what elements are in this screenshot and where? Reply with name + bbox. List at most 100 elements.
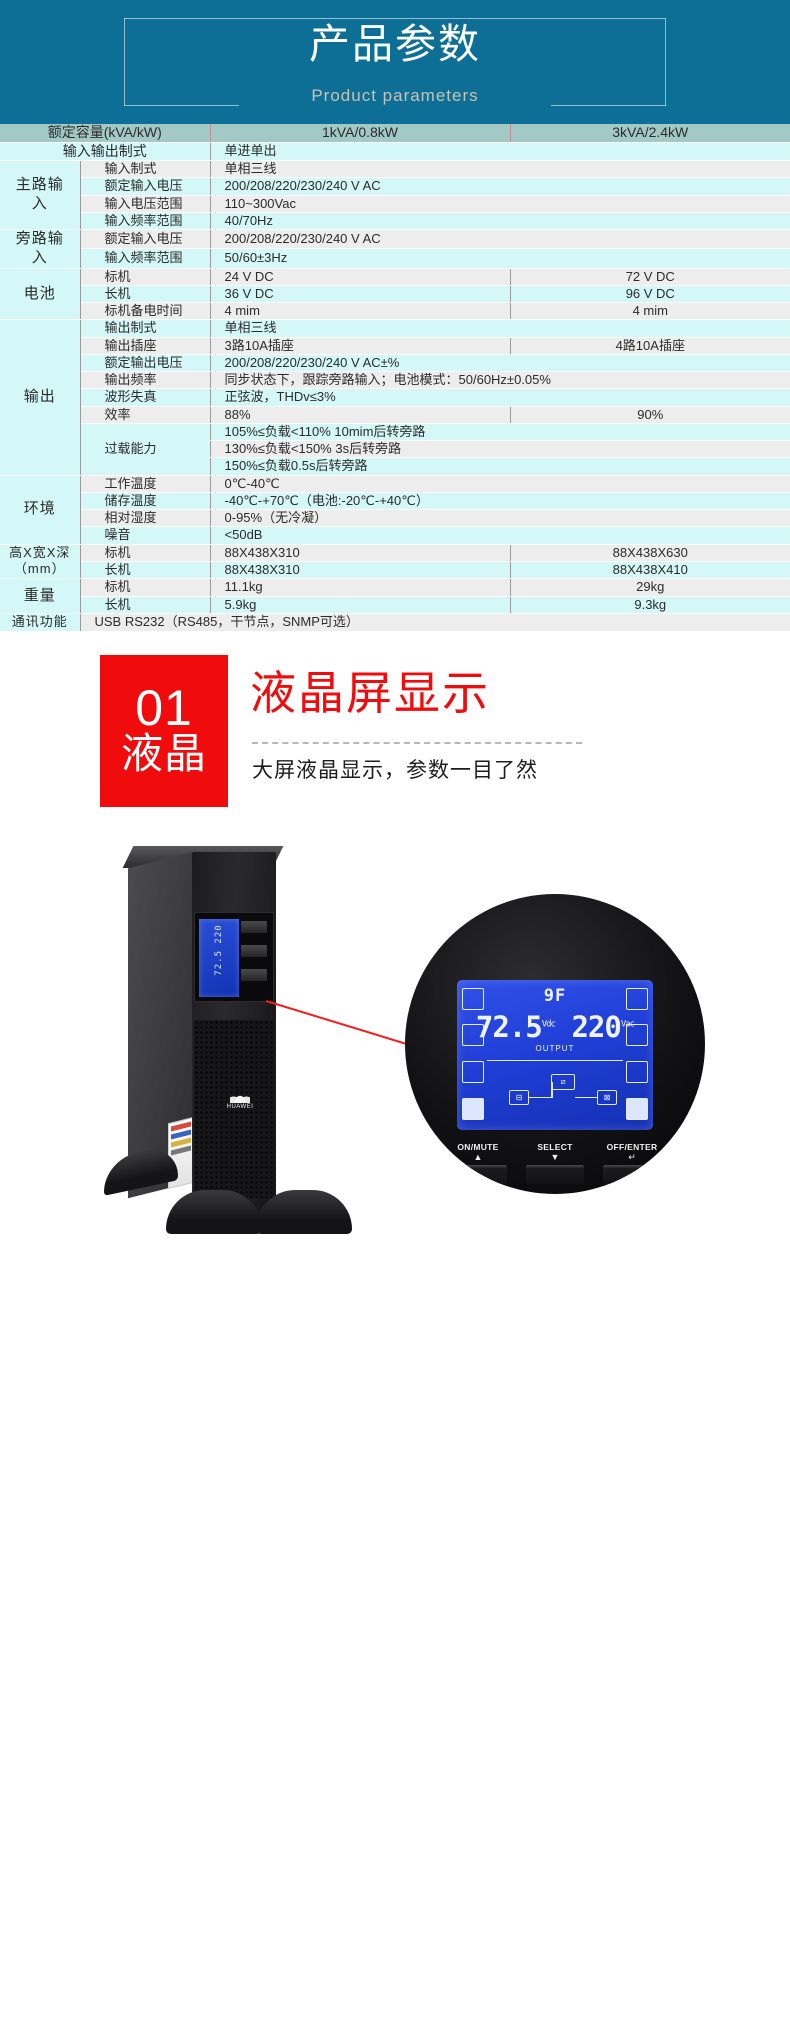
header-model-3kva: 3kVA/2.4kW	[509, 124, 790, 143]
row-value-battery-standard-1kva: 24 V DC	[209, 268, 511, 286]
load-segment	[462, 987, 484, 1010]
row-value-output-frequency: 同步状态下，跟踪旁路输入；电池模式：50/60Hz±0.05%	[209, 371, 790, 390]
table-row: 主路输入 输入制式 单相三线	[0, 160, 790, 230]
row-value-weight-long-3kva: 9.3kg	[509, 596, 790, 614]
section-divider	[252, 741, 582, 744]
load-segment	[462, 1024, 484, 1047]
row-label-operating-temp: 工作温度	[80, 475, 211, 493]
row-value-battery-long-3kva: 96 V DC	[509, 285, 790, 304]
row-label-efficiency: 效率	[80, 406, 211, 424]
table-row: 输入输出制式 单进单出	[0, 142, 790, 161]
row-value-storage-temp: -40℃-+70℃（电池:-20℃-+40℃）	[209, 492, 790, 511]
row-value-bypass-freq-range: 50/60±3Hz	[209, 248, 790, 269]
load-segment	[462, 1060, 484, 1083]
table-row: 输出插座 3路10A插座 4路10A插座	[0, 337, 790, 355]
row-value2-io-mode	[510, 142, 790, 161]
row-label-dim-long: 长机	[80, 561, 211, 580]
row-label-backup-time: 标机备电时间	[80, 302, 211, 321]
group-label-environment: 环境	[0, 475, 81, 545]
table-header-row: 额定容量(kVA/kW) 1kVA/0.8kW 3kVA/2.4kW	[0, 124, 790, 143]
section-number-badge: 01 液晶	[100, 654, 228, 807]
button-off-enter[interactable]: OFF/ENTER ↵	[603, 1142, 661, 1184]
row-label-overload-capacity: 过载能力	[80, 423, 211, 476]
row-value-weight-standard-3kva: 29kg	[509, 578, 790, 597]
table-row: 旁路输入 额定输入电压 200/208/220/230/240 V AC	[0, 229, 790, 269]
button-on-mute-key[interactable]	[449, 1164, 507, 1184]
huawei-wordmark: HUAWEI	[226, 1103, 254, 1110]
button-off-enter-key[interactable]	[603, 1164, 661, 1184]
battery-segment	[626, 1060, 648, 1083]
button-select-key[interactable]	[526, 1164, 584, 1184]
product-spec-table: 额定容量(kVA/kW) 1kVA/0.8kW 3kVA/2.4kW 输入输出制…	[0, 124, 790, 632]
table-row: 输入频率范围 40/70Hz	[0, 212, 790, 231]
load-segment-filled	[462, 1097, 484, 1120]
row-value-communication: USB RS232（RS485，干节点，SNMP可选）	[80, 613, 790, 632]
row-label-input-voltage-range: 输入电压范围	[80, 195, 211, 213]
group-label-output: 输出	[0, 319, 81, 476]
badge-word: 液晶	[120, 730, 207, 778]
row-value-input-voltage-range: 110~300Vac	[209, 195, 790, 213]
lcd-battery-bar-right	[626, 987, 648, 1120]
lcd-closeup-callout: 9F 72.5Vdc 220Vac OUTPUT ⊟ ⧄ ⊠ ON/MUTE ▲	[405, 893, 705, 1194]
table-row: 长机 36 V DC 96 V DC	[0, 285, 790, 304]
diagram-link-left	[529, 1096, 551, 1099]
ups-product-image: 72.5 220 HUAWEI	[70, 845, 473, 1237]
row-value-output-socket-3kva: 4路10A插座	[509, 337, 790, 355]
table-row: 相对湿度 0-95%（无冷凝）	[0, 509, 790, 528]
row-label-io-mode: 输入输出制式	[0, 142, 211, 161]
ups-lcd-screen: 72.5 220	[199, 918, 239, 997]
row-label-rated-input-voltage: 额定输入电压	[80, 177, 211, 196]
row-value-battery-long-1kva: 36 V DC	[209, 285, 511, 304]
row-value-waveform-distortion: 正弦波，THDv≤3%	[209, 388, 790, 407]
table-row: 标机备电时间 4 mim 4 mim	[0, 302, 790, 321]
button-on-mute[interactable]: ON/MUTE ▲	[449, 1142, 507, 1184]
badge-number: 01	[135, 679, 193, 736]
group-label-battery: 电池	[0, 268, 81, 321]
lcd-screen: 9F 72.5Vdc 220Vac OUTPUT ⊟ ⧄ ⊠	[457, 979, 653, 1130]
table-row: 波形失真 正弦波，THDv≤3%	[0, 388, 790, 407]
row-value-rated-input-voltage: 200/208/220/230/240 V AC	[209, 177, 790, 196]
row-label-bypass-freq-range: 输入频率范围	[80, 248, 211, 269]
lcd-mode-code: 9F	[543, 985, 567, 1006]
table-row: 通讯功能 USB RS232（RS485，干节点，SNMP可选）	[0, 613, 790, 632]
ups-button-on-mute[interactable]	[241, 920, 267, 933]
group-label-communication: 通讯功能	[0, 613, 81, 632]
row-value-overload-150: 150%≤负载0.5s后转旁路	[209, 457, 790, 476]
table-row: 输出 输出制式 单相三线	[0, 319, 790, 476]
row-label-output-mode: 输出制式	[80, 319, 211, 338]
diagram-inverter-icon: ⧄	[551, 1073, 575, 1090]
row-value-dim-long-1kva: 88X438X310	[209, 561, 511, 580]
group-label-dimensions: 高X宽X深（mm）	[0, 544, 81, 580]
table-row: 输入电压范围 110~300Vac	[0, 195, 790, 213]
ups-button-off-enter[interactable]	[241, 968, 267, 981]
enter-arrow-icon: ↵	[628, 1151, 636, 1162]
button-on-mute-label: ON/MUTE	[457, 1141, 499, 1152]
ups-button-select[interactable]	[241, 944, 267, 957]
lcd-divider	[487, 1059, 623, 1061]
row-label-relative-humidity: 相对湿度	[80, 509, 211, 528]
down-arrow-icon: ▼	[550, 1151, 560, 1162]
row-value-output-mode: 单相三线	[209, 319, 790, 338]
product-photo-area: 72.5 220 HUAWEI	[0, 831, 790, 1240]
section-heading: 液晶屏显示	[250, 666, 490, 719]
table-row: 电池 标机 24 V DC 72 V DC	[0, 268, 790, 321]
lcd-battery-unit: Vdc	[541, 1019, 556, 1030]
section-01-lcd-display: 01 液晶 液晶屏显示 大屏液晶显示，参数一目了然	[0, 631, 790, 832]
row-value-bypass-rated-voltage: 200/208/220/230/240 V AC	[209, 229, 790, 250]
button-select-label: SELECT	[537, 1141, 573, 1152]
row-label-output-socket: 输出插座	[80, 337, 211, 355]
row-value-io-mode: 单进单出	[210, 142, 511, 161]
section-subtitle: 大屏液晶显示，参数一目了然	[252, 758, 538, 782]
button-select[interactable]: SELECT ▼	[526, 1142, 584, 1184]
ups-stand-foot-right	[256, 1189, 352, 1234]
lcd-output-unit: Vac	[620, 1019, 635, 1030]
row-label-rated-output-voltage: 额定输出电压	[80, 354, 211, 373]
row-label-battery-standard: 标机	[80, 268, 211, 286]
table-row: 输入频率范围 50/60±3Hz	[0, 248, 790, 269]
row-label-input-mode: 输入制式	[80, 160, 211, 179]
battery-segment	[626, 987, 648, 1010]
row-value-dim-long-3kva: 88X438X410	[509, 561, 790, 580]
table-row: 150%≤负载0.5s后转旁路	[0, 457, 790, 476]
group-label-bypass-input: 旁路输入	[0, 229, 81, 269]
table-row: 额定输出电压 200/208/220/230/240 V AC±%	[0, 354, 790, 373]
